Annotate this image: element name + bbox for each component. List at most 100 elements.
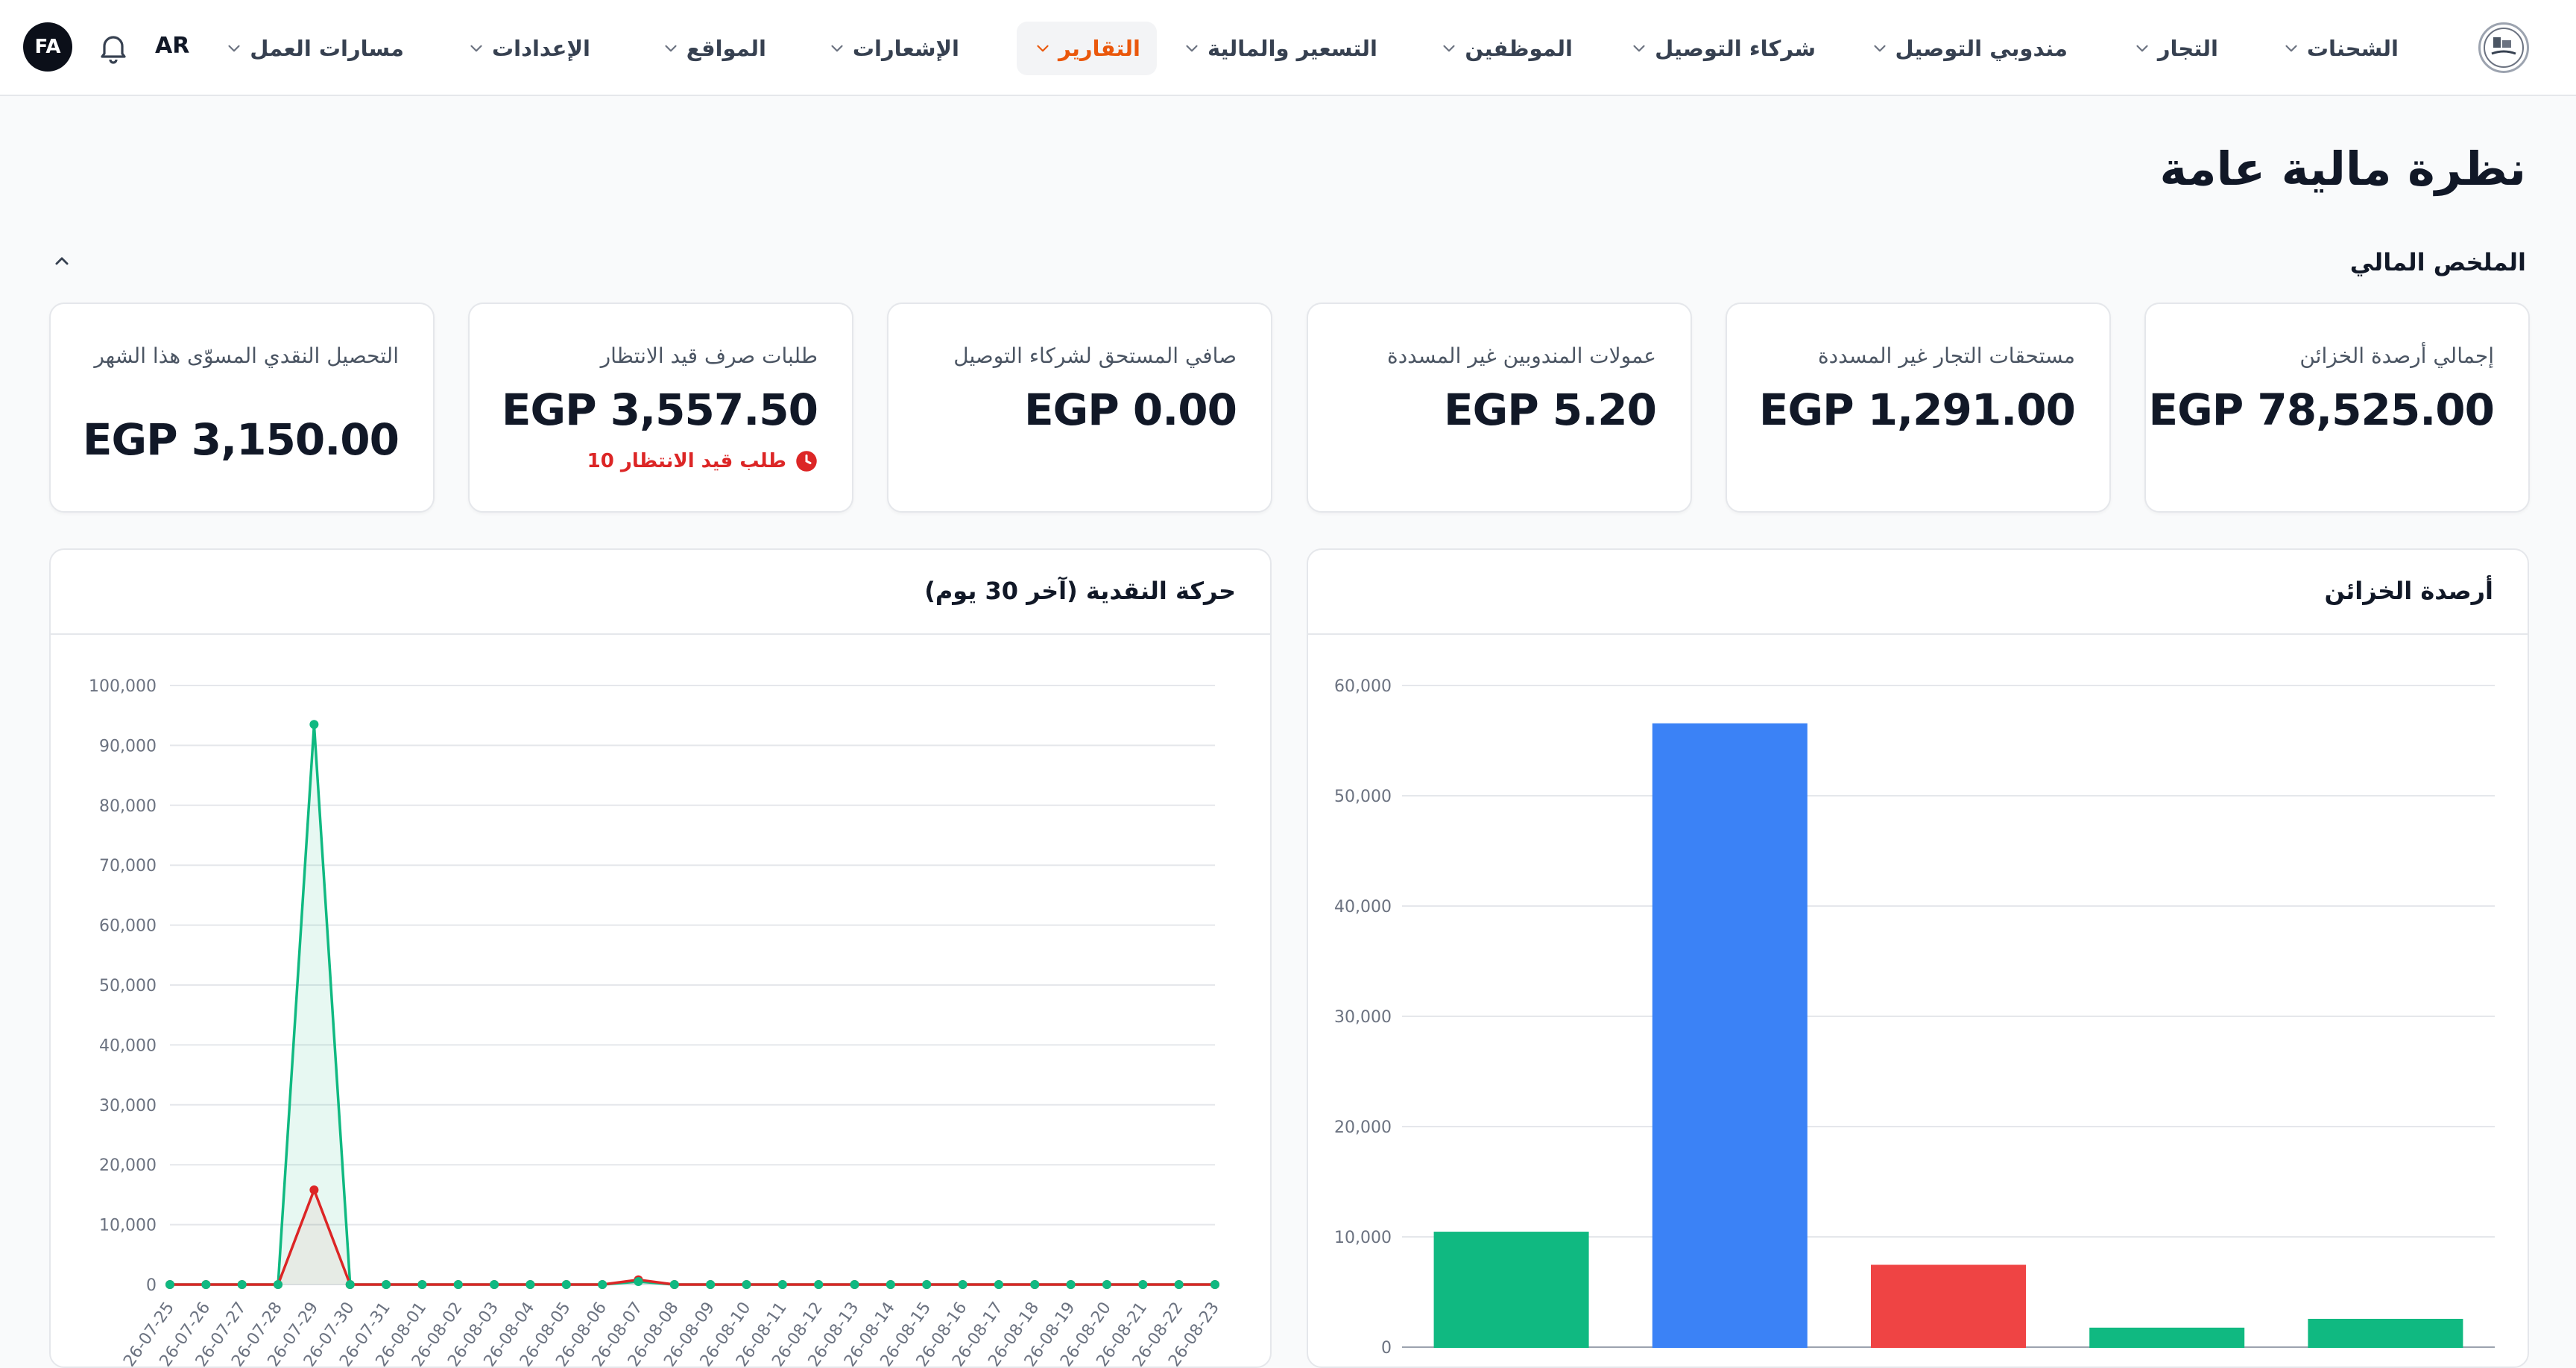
logo-mark-icon	[2484, 28, 2524, 68]
y-tick-label: 10,000	[1334, 1229, 1392, 1247]
nav-item-label: التسعير والمالية	[1207, 35, 1377, 61]
nav-item-label: المواقع	[686, 35, 766, 61]
y-tick-label: 70,000	[99, 857, 157, 875]
card-settled-collection: التحصيل النقدي المسوّى هذا الشهر EGP 3,1…	[49, 303, 435, 513]
y-tick-label: 30,000	[99, 1097, 157, 1115]
nav-item-label: الشحنات	[2306, 35, 2399, 61]
card-value: EGP 1,291.00	[1758, 384, 2076, 435]
nav-item-9[interactable]: الإعدادات	[467, 0, 590, 96]
nav-item-6[interactable]: التقارير	[1016, 22, 1157, 75]
page-title: نظرة مالية عامة	[2159, 142, 2527, 196]
bar	[1652, 723, 1808, 1349]
chevron-down-icon	[1037, 45, 1049, 52]
y-tick-label: 90,000	[99, 737, 157, 756]
nav-item-label: مندوبي التوصيل	[1895, 35, 2068, 61]
card-label: إجمالي أرصدة الخزائن	[2299, 343, 2494, 368]
pending-requests-badge: 10 طلب قيد الانتظار	[587, 450, 818, 472]
chevron-up-icon	[55, 257, 69, 265]
cash-flow-panel: حركة النقدية (آخر 30 يوم) 0 10,000 20,000 3…	[49, 548, 1272, 1368]
data-point	[1102, 1280, 1111, 1289]
bar	[2089, 1327, 2245, 1348]
nav-item-0[interactable]: الشحنات	[2282, 0, 2399, 96]
y-tick-label: 40,000	[99, 1036, 157, 1055]
y-tick-label: 60,000	[99, 917, 157, 936]
data-point	[994, 1280, 1003, 1289]
data-point	[742, 1280, 751, 1289]
chevron-down-icon	[1873, 45, 1886, 51]
data-point	[958, 1280, 967, 1289]
clock-icon	[796, 451, 817, 472]
card-label: صافي المستحق لشركاء التوصيل	[953, 343, 1237, 368]
series-line	[170, 1188, 1215, 1286]
notifications-button[interactable]	[95, 30, 131, 66]
chevron-down-icon	[1186, 45, 1198, 51]
data-point	[634, 1276, 643, 1286]
panel-title: أرصدة الخزائن	[2324, 577, 2493, 605]
data-point	[525, 1280, 535, 1289]
y-tick-label: 30,000	[1334, 1008, 1392, 1027]
card-pending-payouts: طلبات صرف قيد الانتظار EGP 3,557.50 10 ط…	[468, 303, 853, 513]
y-tick-label: 0	[1381, 1339, 1392, 1358]
nav-item-5[interactable]: التسعير والمالية	[1182, 0, 1377, 96]
data-point	[850, 1280, 859, 1289]
language-switcher[interactable]: AR	[155, 33, 190, 59]
nav-item-label: الإشعارات	[852, 35, 959, 61]
chevron-down-icon	[228, 45, 240, 51]
data-point	[922, 1280, 932, 1289]
data-point	[1030, 1280, 1040, 1289]
panel-title: حركة النقدية (آخر 30 يوم)	[924, 577, 1236, 605]
data-point	[490, 1280, 499, 1289]
chevron-down-icon	[1633, 45, 1645, 51]
nav-item-8[interactable]: المواقع	[661, 0, 766, 96]
card-label: التحصيل النقدي المسوّى هذا الشهر	[94, 343, 399, 368]
nav-item-label: الإعدادات	[491, 35, 590, 61]
data-point	[453, 1280, 463, 1289]
data-point	[345, 1280, 355, 1289]
y-tick-label: 60,000	[1334, 677, 1392, 696]
card-partners-net-due: صافي المستحق لشركاء التوصيل EGP 0.00	[887, 303, 1272, 513]
collapse-section-button[interactable]	[49, 249, 75, 274]
chevron-down-icon	[665, 45, 677, 51]
card-couriers-commission: عمولات المندوبين غير المسددة EGP 5.20	[1307, 303, 1692, 513]
data-point	[165, 1280, 174, 1289]
y-tick-label: 0	[146, 1276, 157, 1295]
card-label: طلبات صرف قيد الانتظار	[600, 343, 818, 368]
data-point	[1210, 1280, 1219, 1289]
card-value: EGP 78,525.00	[2148, 384, 2495, 435]
nav-item-2[interactable]: مندوبي التوصيل	[1870, 0, 2068, 96]
nav-item-3[interactable]: شركاء التوصيل	[1629, 0, 1816, 96]
bar	[1871, 1264, 2026, 1348]
card-merchants-due: مستحقات التجار غير المسددة EGP 1,291.00	[1726, 303, 2111, 513]
nav-item-7[interactable]: الإشعارات	[827, 0, 959, 96]
treasury-bar-chart: 0 10,000 20,000 30,000 40,000 50,000 60,000	[1334, 677, 2495, 1358]
card-value: EGP 3,557.50	[501, 384, 818, 435]
chevron-down-icon	[2136, 45, 2148, 51]
panel-header: أرصدة الخزائن	[1308, 550, 2528, 635]
nav-item-label: التقارير	[1058, 36, 1140, 61]
bar	[1433, 1232, 1589, 1349]
chevron-down-icon	[470, 45, 482, 51]
bell-icon	[101, 36, 126, 64]
data-point	[417, 1280, 427, 1289]
card-label: عمولات المندوبين غير المسددة	[1387, 343, 1656, 368]
pending-count-text: 10 طلب قيد الانتظار	[587, 450, 786, 472]
data-point	[886, 1280, 895, 1289]
card-total-treasury: إجمالي أرصدة الخزائن EGP 78,525.00	[2144, 303, 2530, 513]
nav-item-label: الموظفين	[1465, 35, 1573, 61]
chevron-down-icon	[1443, 45, 1456, 51]
data-point	[1138, 1280, 1148, 1289]
chevron-down-icon	[831, 45, 843, 51]
y-tick-label: 50,000	[1334, 788, 1392, 806]
nav-item-4[interactable]: الموظفين	[1439, 0, 1573, 96]
y-tick-label: 40,000	[1334, 898, 1392, 916]
cash-flow-line-chart: 0 10,000 20,000 30,000 40,000 50,000 60,000 70,…	[89, 677, 1223, 1367]
nav-item-10[interactable]: مسارات العمل	[224, 0, 404, 96]
data-point	[814, 1280, 824, 1289]
data-point	[201, 1280, 211, 1289]
data-point	[237, 1280, 247, 1289]
company-logo[interactable]	[2478, 22, 2529, 73]
data-point	[1174, 1280, 1184, 1289]
y-tick-label: 80,000	[99, 797, 157, 816]
nav-item-1[interactable]: التجار	[2133, 0, 2218, 96]
user-avatar[interactable]: FA	[23, 22, 72, 72]
